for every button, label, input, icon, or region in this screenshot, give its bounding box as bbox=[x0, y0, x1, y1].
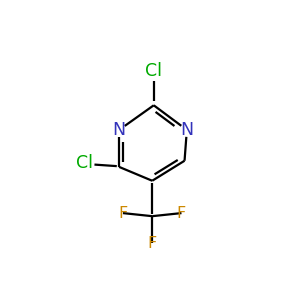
Text: F: F bbox=[118, 206, 128, 220]
Text: Cl: Cl bbox=[76, 154, 93, 172]
Text: Cl: Cl bbox=[145, 61, 162, 80]
Text: N: N bbox=[180, 121, 194, 139]
Text: F: F bbox=[177, 206, 186, 220]
Text: N: N bbox=[112, 121, 126, 139]
Text: F: F bbox=[148, 236, 157, 250]
